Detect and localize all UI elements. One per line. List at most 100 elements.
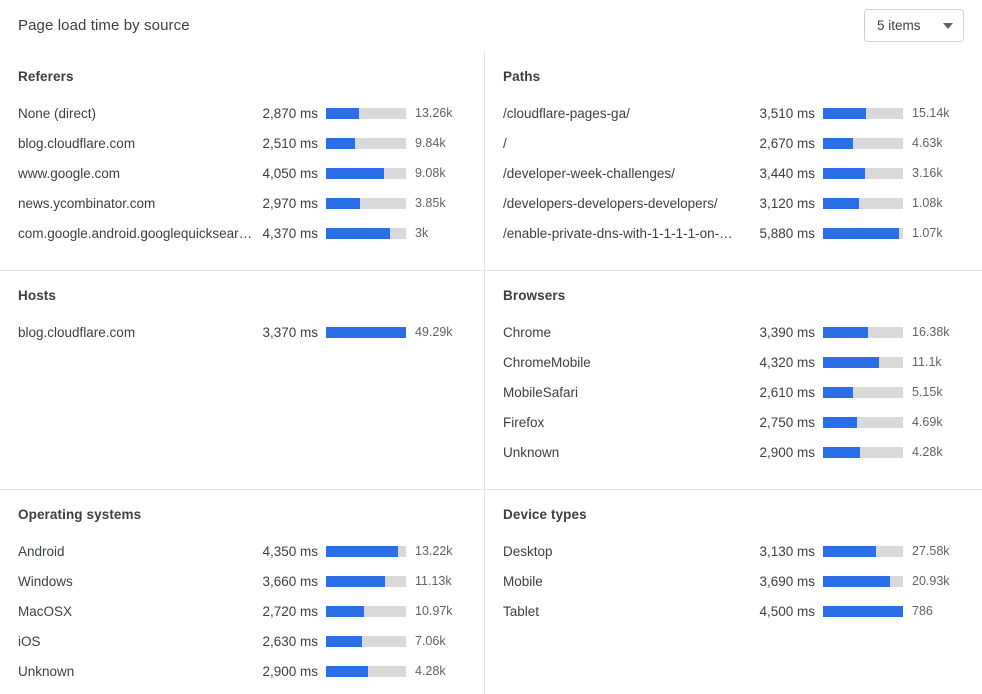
row-count: 13.22k — [415, 544, 453, 558]
bar-fill — [326, 197, 360, 209]
bar-track — [823, 605, 903, 617]
table-row[interactable]: / 2,670 ms 4.63k — [503, 128, 964, 158]
section-rows: Desktop 3,130 ms 27.58k Mobile 3,690 ms 20.93… — [503, 536, 964, 626]
bar-track — [326, 605, 406, 617]
row-metric-value: 3,130 ms — [759, 543, 815, 559]
table-row[interactable]: Android 4,350 ms 13.22k — [18, 536, 467, 566]
bar-track — [326, 575, 406, 587]
section-title: Operating systems — [18, 507, 142, 522]
row-count: 1.07k — [912, 226, 943, 240]
row-label: /cloudflare-pages-ga/ — [503, 105, 630, 121]
section-rows: None (direct) 2,870 ms 13.26k blog.cloudfla… — [18, 98, 467, 248]
row-label: www.google.com — [18, 165, 121, 181]
section-hosts: Hosts blog.cloudflare.com 3,370 ms 49.29k — [0, 270, 485, 489]
row-label: ChromeMobile — [503, 354, 591, 370]
section-rows: /cloudflare-pages-ga/3,510 ms 15.14k / 2,67… — [503, 98, 964, 248]
row-metric-value: 4,050 ms — [262, 165, 318, 181]
table-row[interactable]: Firefox 2,750 ms 4.69k — [503, 407, 964, 437]
table-row[interactable]: Unknown 2,900 ms 4.28k — [503, 437, 964, 467]
table-row[interactable]: blog.cloudflare.com 2,510 ms 9.84k — [18, 128, 467, 158]
row-metric-value: 3,510 ms — [759, 105, 815, 121]
table-row[interactable]: /developer-week-challenges/3,440 ms 3.16k — [503, 158, 964, 188]
section-rows: blog.cloudflare.com 3,370 ms 49.29k — [18, 317, 467, 347]
table-row[interactable]: Mobile 3,690 ms 20.93k — [503, 566, 964, 596]
table-row[interactable]: news.ycombinator.com 2,970 ms 3.85k — [18, 188, 467, 218]
section-title: Device types — [503, 507, 587, 522]
section-title: Paths — [503, 69, 541, 84]
row-metric-value: 2,720 ms — [262, 603, 318, 619]
row-metric-value: 3,440 ms — [759, 165, 815, 181]
row-label: Android — [18, 543, 65, 559]
row-metric-value: 3,690 ms — [759, 573, 815, 589]
bar-fill — [823, 137, 854, 149]
bar-fill — [326, 575, 386, 587]
bar-fill — [823, 167, 865, 179]
row-count: 20.93k — [912, 574, 950, 588]
bar-fill — [823, 227, 899, 239]
table-row[interactable]: www.google.com 4,050 ms 9.08k — [18, 158, 467, 188]
row-count: 786 — [912, 604, 933, 618]
row-metric-value: 5,880 ms — [759, 225, 815, 241]
bar-track — [823, 575, 903, 587]
row-label: Unknown — [503, 444, 560, 460]
bar-track — [326, 326, 406, 338]
bar-track — [326, 545, 406, 557]
table-row[interactable]: None (direct) 2,870 ms 13.26k — [18, 98, 467, 128]
row-metric-value: 2,510 ms — [262, 135, 318, 151]
row-label: news.ycombinator.com — [18, 195, 156, 211]
bar-fill — [326, 107, 359, 119]
row-label: /developers-developers-developers/ — [503, 195, 718, 211]
table-row[interactable]: MacOSX 2,720 ms 10.97k — [18, 596, 467, 626]
bar-track — [326, 197, 406, 209]
section-title: Hosts — [18, 288, 57, 303]
row-count: 4.28k — [912, 445, 943, 459]
bar-track — [326, 635, 406, 647]
table-row[interactable]: ChromeMobile 4,320 ms 11.1k — [503, 347, 964, 377]
table-row[interactable]: Chrome 3,390 ms 16.38k — [503, 317, 964, 347]
row-count: 11.13k — [415, 574, 452, 588]
table-row[interactable]: /enable-private-dns-with-1-1-1-1-on-… 5,8… — [503, 218, 964, 248]
row-label: Mobile — [503, 573, 543, 589]
table-row[interactable]: com.google.android.googlequicksearc… 4,37… — [18, 218, 467, 248]
row-count: 1.08k — [912, 196, 943, 210]
table-row[interactable]: iOS 2,630 ms 7.06k — [18, 626, 467, 656]
bar-track — [326, 137, 406, 149]
row-metric-value: 3,390 ms — [759, 324, 815, 340]
row-count: 5.15k — [912, 385, 943, 399]
table-row[interactable]: blog.cloudflare.com 3,370 ms 49.29k — [18, 317, 467, 347]
row-metric-value: 2,970 ms — [262, 195, 318, 211]
table-row[interactable]: Desktop 3,130 ms 27.58k — [503, 536, 964, 566]
bar-fill — [326, 665, 368, 677]
bar-fill — [326, 167, 384, 179]
table-row[interactable]: Unknown 2,900 ms 4.28k — [18, 656, 467, 686]
table-row[interactable]: Windows 3,660 ms 11.13k — [18, 566, 467, 596]
row-metric-value: 4,350 ms — [262, 543, 318, 559]
chevron-down-icon — [943, 22, 953, 29]
section-operating-systems: Operating systems Android 4,350 ms 13.22k Wi… — [0, 489, 485, 694]
bar-fill — [823, 356, 879, 368]
bar-track — [823, 197, 903, 209]
items-count-select-value: 5 items — [877, 18, 921, 33]
section-paths: Paths/cloudflare-pages-ga/3,510 ms 15.14k… — [485, 51, 982, 270]
row-count: 13.26k — [415, 106, 453, 120]
row-label: iOS — [18, 633, 41, 649]
row-label: Tablet — [503, 603, 540, 619]
table-row[interactable]: /developers-developers-developers/3,120 … — [503, 188, 964, 218]
table-row[interactable]: /cloudflare-pages-ga/3,510 ms 15.14k — [503, 98, 964, 128]
table-row[interactable]: Tablet 4,500 ms 786 — [503, 596, 964, 626]
bar-track — [823, 545, 903, 557]
bar-fill — [823, 605, 903, 617]
row-count: 7.06k — [415, 634, 446, 648]
bar-track — [823, 167, 903, 179]
table-row[interactable]: MobileSafari 2,610 ms 5.15k — [503, 377, 964, 407]
section-title: Browsers — [503, 288, 566, 303]
row-metric-value: 2,900 ms — [759, 444, 815, 460]
bar-track — [326, 665, 406, 677]
row-count: 3k — [415, 226, 429, 240]
row-metric-value: 4,500 ms — [759, 603, 815, 619]
row-metric-value: 4,370 ms — [262, 225, 318, 241]
bar-fill — [326, 227, 390, 239]
row-metric-value: 3,120 ms — [759, 195, 815, 211]
items-count-select[interactable]: 5 items — [864, 9, 964, 42]
row-label: Desktop — [503, 543, 553, 559]
